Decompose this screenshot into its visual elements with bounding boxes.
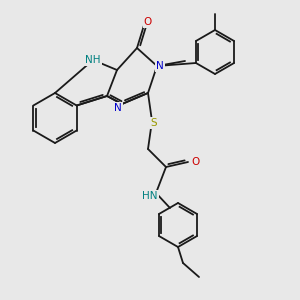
Text: S: S: [151, 118, 157, 128]
Text: O: O: [144, 17, 152, 27]
Text: N: N: [156, 61, 164, 71]
Text: NH: NH: [85, 55, 101, 65]
Text: HN: HN: [142, 191, 158, 201]
Text: N: N: [114, 103, 122, 113]
Text: O: O: [192, 157, 200, 167]
